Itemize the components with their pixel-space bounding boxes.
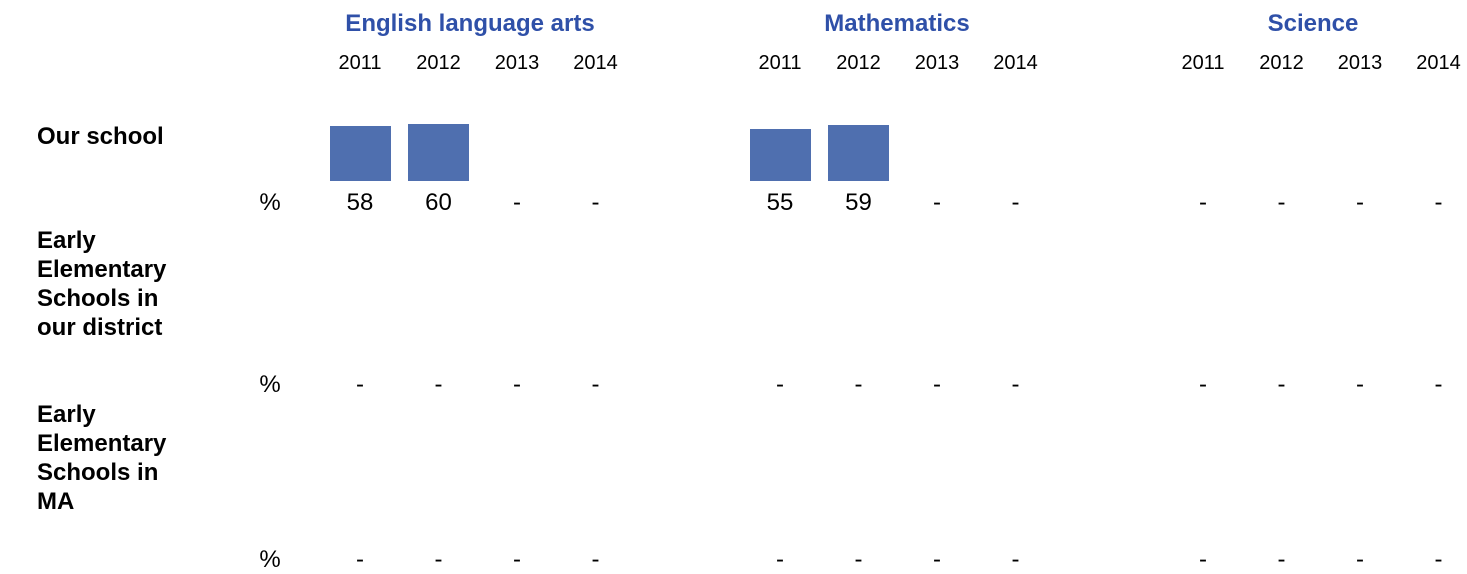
value-label: - <box>1277 189 1286 216</box>
value-label: - <box>1011 546 1020 573</box>
unit-label: % <box>259 546 281 573</box>
value-label: - <box>854 546 863 573</box>
value-label: - <box>1356 546 1364 573</box>
value-label: - <box>356 546 364 573</box>
year-label: 2014 <box>993 52 1038 74</box>
row-label: Our school <box>37 123 164 150</box>
year-label: 2011 <box>1181 52 1225 74</box>
value-label: - <box>1434 189 1443 216</box>
year-label: 2013 <box>914 52 960 74</box>
value-label: - <box>591 189 600 216</box>
value-label: - <box>1434 546 1443 573</box>
value-label: - <box>513 546 521 573</box>
value-label: - <box>933 189 941 216</box>
value-label: - <box>1356 189 1364 216</box>
year-label: 2014 <box>573 52 618 74</box>
year-label: 2012 <box>416 52 461 74</box>
value-label: 55 <box>766 189 794 216</box>
value-label: - <box>434 371 443 398</box>
value-label: 59 <box>845 189 872 216</box>
row-label: Early Elementary Schools in MA <box>37 401 167 515</box>
value-label: - <box>356 371 364 398</box>
subject-title: Mathematics <box>824 10 970 37</box>
value-label: 58 <box>346 189 374 216</box>
value-label: - <box>776 546 784 573</box>
year-label: 2012 <box>1259 52 1304 74</box>
unit-label: % <box>259 189 281 216</box>
value-label: - <box>1277 546 1286 573</box>
value-label: - <box>776 371 784 398</box>
value-label: - <box>434 546 443 573</box>
bar <box>329 125 391 181</box>
year-label: 2014 <box>1416 52 1461 74</box>
value-label: - <box>513 189 521 216</box>
value-label: - <box>1356 371 1364 398</box>
value-label: - <box>1277 371 1286 398</box>
value-label: 60 <box>425 189 452 216</box>
value-label: - <box>933 371 941 398</box>
value-label: - <box>1011 371 1020 398</box>
subject-title: English language arts <box>345 10 595 37</box>
bar <box>408 124 469 181</box>
value-label: - <box>854 371 863 398</box>
year-label: 2011 <box>338 52 382 74</box>
value-label: - <box>1434 371 1443 398</box>
value-label: - <box>591 546 600 573</box>
value-label: - <box>513 371 521 398</box>
year-label: 2013 <box>494 52 540 74</box>
year-label: 2013 <box>1337 52 1383 74</box>
value-label: - <box>1199 546 1207 573</box>
unit-label: % <box>259 371 281 398</box>
value-label: - <box>933 546 941 573</box>
value-label: - <box>1011 189 1020 216</box>
value-label: - <box>1199 189 1207 216</box>
year-label: 2012 <box>836 52 881 74</box>
year-label: 2011 <box>758 52 802 74</box>
bar <box>749 128 811 181</box>
value-label: - <box>591 371 600 398</box>
value-label: - <box>1199 371 1207 398</box>
bar <box>828 124 889 181</box>
subject-title: Science <box>1267 10 1359 37</box>
row-label: Early Elementary Schools in our district <box>37 227 167 341</box>
